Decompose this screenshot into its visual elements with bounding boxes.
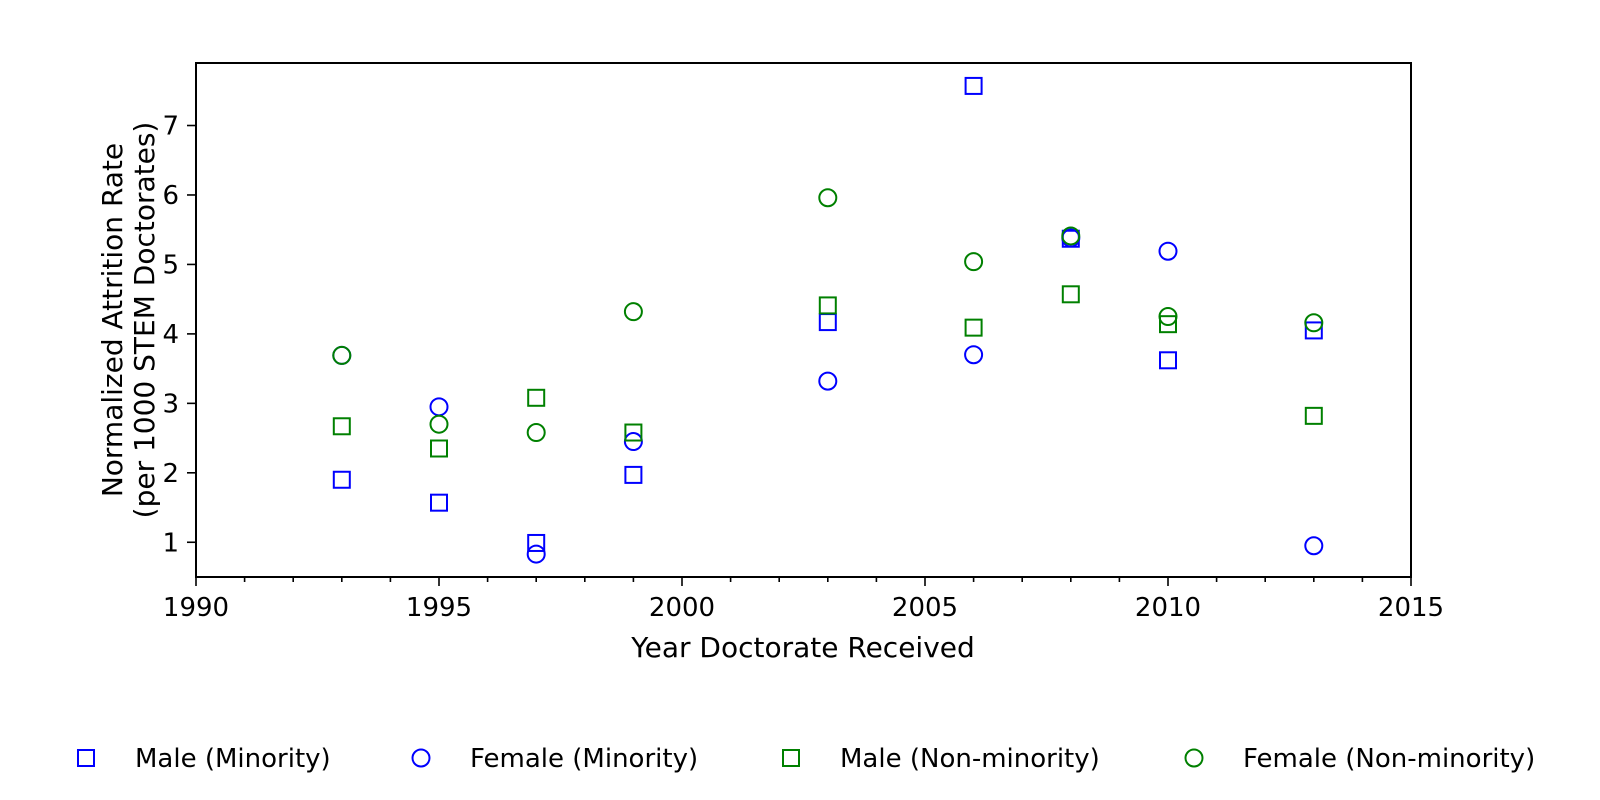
x-tick-label: 2010 [1135, 593, 1201, 623]
x-tick-label: 1990 [163, 593, 229, 623]
data-point [1158, 307, 1178, 327]
y-tick-label: 3 [162, 389, 179, 419]
legend-marker [782, 749, 800, 767]
legend-item: Male (Minority) [77, 744, 331, 774]
data-point [1304, 313, 1324, 333]
legend-label: Female (Minority) [470, 744, 698, 774]
legend-label: Female (Non-minority) [1243, 744, 1535, 774]
series-2 [332, 228, 1324, 564]
y-tick-label: 6 [162, 181, 179, 211]
legend-item: Female (Non-minority) [1184, 744, 1535, 774]
x-tick-label: 2005 [892, 593, 958, 623]
data-points [332, 76, 1324, 564]
data-point [526, 544, 546, 564]
legend-marker [411, 748, 431, 768]
data-point [429, 397, 449, 417]
x-axis-title: Year Doctorate Received [630, 631, 975, 664]
legend-marker [1184, 748, 1204, 768]
y-tick-label: 2 [162, 459, 179, 489]
legend: Male (Minority) Female (Minority) Male (No… [77, 744, 1535, 774]
x-tick-label: 2015 [1378, 593, 1444, 623]
data-point [526, 423, 546, 443]
legend-label: Male (Non-minority) [840, 744, 1100, 774]
data-point [332, 417, 351, 436]
y-axis-title-line-2: (per 1000 STEM Doctorates) [128, 122, 161, 519]
data-point [429, 414, 449, 434]
axes: 1990 1995 2000 2005 2010 2015 1 2 3 4 5 6 7 [162, 62, 1444, 623]
data-point [1159, 315, 1177, 334]
y-axis-title-line-1: Normalized Attrition Rate [96, 143, 129, 497]
data-point [623, 432, 643, 452]
data-point [964, 252, 984, 272]
data-point [818, 313, 837, 332]
data-point [624, 465, 643, 484]
series-1 [332, 76, 1323, 552]
data-point [818, 188, 838, 208]
y-axis-title: Normalized Attrition Rate (per 1000 STEM… [96, 122, 161, 519]
y-tick-label: 1 [162, 528, 179, 558]
data-point [332, 470, 351, 489]
legend-item: Male (Non-minority) [782, 744, 1100, 774]
data-point [1158, 241, 1178, 261]
series-3 [332, 285, 1323, 458]
data-point [430, 439, 448, 458]
data-point [430, 493, 448, 512]
legend-item: Female (Minority) [411, 744, 698, 774]
y-tick-label: 5 [162, 250, 179, 280]
data-point [527, 388, 546, 407]
x-tick-label: 2000 [649, 593, 715, 623]
data-point [1061, 285, 1080, 304]
data-point [964, 345, 984, 365]
x-tick-label: 1995 [406, 593, 472, 623]
data-point [964, 318, 983, 337]
data-point [1159, 351, 1177, 370]
data-point [623, 302, 643, 322]
data-point [818, 371, 838, 391]
plot-frame [195, 62, 1412, 578]
data-point [1304, 536, 1324, 556]
data-point [1061, 226, 1081, 246]
data-point [624, 423, 643, 442]
legend-label: Male (Minority) [135, 744, 331, 774]
y-tick-label: 4 [162, 320, 179, 350]
data-point [527, 533, 546, 552]
series-4 [332, 188, 1324, 443]
data-point [964, 76, 983, 95]
data-point [332, 345, 352, 365]
y-tick-label: 7 [162, 112, 179, 142]
legend-marker [77, 749, 95, 767]
data-point [818, 296, 837, 315]
data-point [1304, 406, 1323, 425]
data-point [1304, 321, 1323, 340]
